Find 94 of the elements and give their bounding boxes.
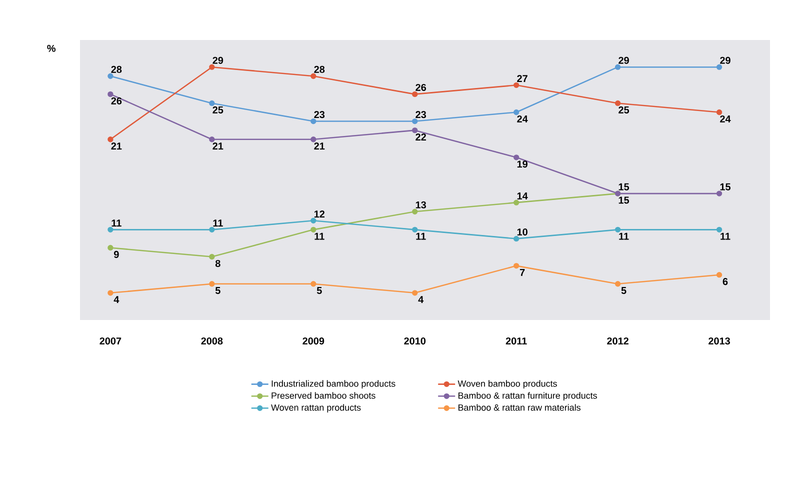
data-label: 9 — [114, 250, 119, 258]
legend-label: Preserved bamboo shoots — [272, 392, 376, 399]
point — [209, 281, 215, 287]
data-label: 24 — [517, 115, 528, 122]
data-label: 27 — [517, 75, 528, 82]
point — [310, 281, 316, 287]
point — [209, 226, 215, 233]
point — [209, 254, 215, 260]
point — [310, 118, 316, 124]
data-label: 15 — [618, 183, 630, 190]
data-label: 11 — [720, 232, 730, 240]
point — [412, 226, 418, 233]
data-label: 28 — [111, 66, 122, 73]
data-label: 21 — [314, 142, 325, 150]
data-label: 10 — [517, 228, 528, 236]
data-label: 28 — [314, 66, 325, 73]
x-tick-label: 2013 — [708, 337, 730, 345]
data-label: 5 — [215, 287, 220, 294]
point — [209, 136, 215, 142]
data-label: 25 — [618, 106, 630, 114]
point — [108, 91, 114, 98]
point — [614, 226, 621, 233]
data-label: 24 — [720, 115, 731, 122]
x-tick-label: 2012 — [607, 337, 628, 345]
legend-label: Woven bamboo products — [458, 380, 557, 389]
point — [310, 136, 316, 142]
x-tick-label: 2010 — [404, 337, 426, 345]
y-axis-title: % — [47, 44, 56, 52]
point — [614, 100, 621, 106]
data-label: 5 — [621, 287, 626, 294]
point — [209, 100, 215, 106]
point — [108, 73, 114, 79]
point — [513, 82, 520, 88]
point — [513, 200, 520, 206]
data-label: 19 — [517, 160, 528, 168]
point — [614, 281, 621, 287]
point — [513, 236, 520, 242]
data-label: 23 — [314, 111, 325, 118]
point — [108, 244, 114, 251]
x-tick-label: 2009 — [302, 337, 324, 345]
data-label: 14 — [517, 192, 528, 200]
data-label: 23 — [416, 111, 426, 118]
point — [310, 73, 316, 79]
point — [412, 208, 418, 214]
data-label: 29 — [618, 56, 629, 64]
data-label: 12 — [314, 210, 325, 218]
point — [513, 109, 520, 116]
point — [716, 64, 722, 70]
data-label: 4 — [418, 296, 424, 303]
data-label: 21 — [111, 142, 122, 150]
data-label: 22 — [416, 134, 426, 140]
data-label: 29 — [720, 56, 730, 64]
data-label: 11 — [314, 232, 324, 240]
point — [716, 272, 722, 278]
data-label: 15 — [720, 183, 731, 190]
x-tick-label: 2011 — [506, 337, 527, 345]
legend-label: Woven rattan products — [271, 404, 361, 412]
data-label: 11 — [619, 232, 629, 240]
point — [412, 290, 418, 296]
data-label: 8 — [215, 260, 220, 268]
point — [412, 118, 418, 124]
point — [614, 64, 621, 70]
point — [412, 91, 418, 98]
point — [310, 218, 316, 224]
data-label: 26 — [111, 97, 122, 104]
point — [209, 64, 215, 70]
data-label: 5 — [316, 287, 322, 294]
data-label: 11 — [213, 220, 223, 226]
data-label: 7 — [520, 268, 525, 276]
data-label: 4 — [114, 296, 120, 303]
point — [716, 190, 722, 196]
point — [513, 154, 520, 160]
data-label: 29 — [212, 56, 224, 64]
data-label: 26 — [416, 84, 426, 91]
point — [716, 226, 722, 233]
data-label: 21 — [212, 142, 224, 150]
point — [108, 226, 114, 233]
point — [310, 226, 316, 233]
legend-label: Bamboo & rattan furniture products — [458, 392, 597, 401]
legend-label: Bamboo & rattan raw materials — [458, 404, 580, 411]
data-label: 25 — [212, 106, 224, 114]
data-label: 13 — [416, 201, 426, 208]
point — [412, 127, 418, 134]
point — [108, 136, 114, 142]
data-label: 11 — [112, 220, 122, 226]
point — [513, 262, 520, 269]
data-label: 15 — [618, 196, 630, 204]
point — [108, 290, 114, 296]
x-tick-label: 2008 — [201, 337, 223, 345]
legend-label: Industrialized bamboo products — [272, 380, 396, 389]
point — [716, 109, 722, 116]
data-label: 11 — [416, 232, 426, 240]
data-label: 6 — [722, 278, 728, 286]
x-tick-label: 2007 — [100, 337, 122, 345]
